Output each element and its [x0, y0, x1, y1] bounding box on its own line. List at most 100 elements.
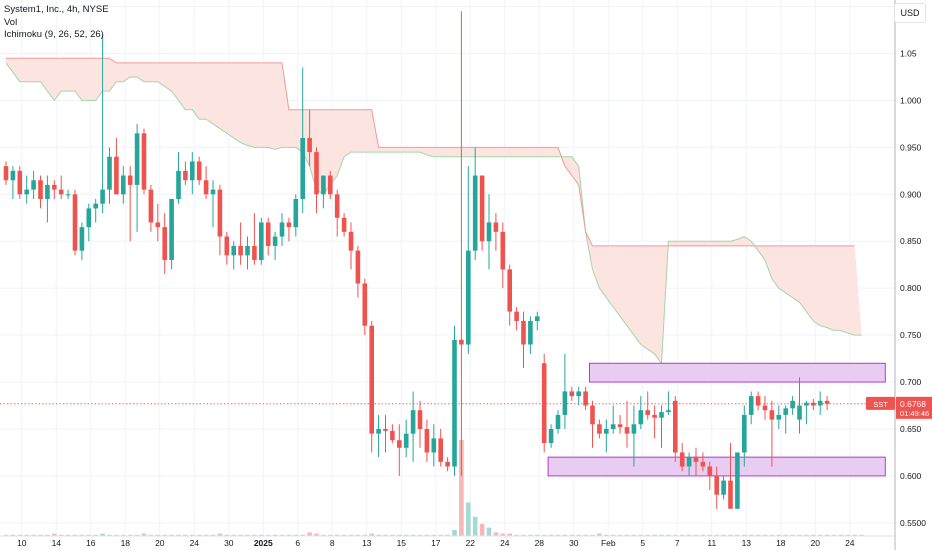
candle-body[interactable] [362, 283, 368, 326]
candle-body[interactable] [355, 250, 361, 284]
candle-body[interactable] [107, 156, 112, 190]
candle-body[interactable] [686, 457, 692, 467]
candle-body[interactable] [397, 440, 402, 448]
candle-body[interactable] [307, 137, 312, 153]
candle-body[interactable] [748, 396, 754, 415]
candle-body[interactable] [224, 236, 230, 256]
candle-body[interactable] [65, 194, 71, 196]
candle-body[interactable] [134, 133, 140, 185]
candle-body[interactable] [452, 339, 457, 467]
candle-body[interactable] [583, 391, 588, 406]
candle-body[interactable] [762, 405, 768, 411]
candle-body[interactable] [562, 391, 568, 415]
candle-body[interactable] [597, 424, 602, 434]
candle-body[interactable] [817, 400, 823, 406]
candle-body[interactable] [321, 175, 326, 195]
candle-body[interactable] [445, 461, 450, 467]
candle-body[interactable] [217, 189, 223, 237]
candle-body[interactable] [100, 189, 105, 204]
candle-body[interactable] [472, 175, 478, 251]
candle-body[interactable] [410, 410, 416, 434]
candle-body[interactable] [127, 175, 133, 185]
candle-body[interactable] [52, 184, 57, 190]
candle-body[interactable] [500, 231, 506, 270]
candle-body[interactable] [190, 161, 195, 181]
candle-body[interactable] [493, 222, 499, 232]
candle-body[interactable] [58, 189, 64, 195]
candle-body[interactable] [210, 189, 216, 195]
candle-body[interactable] [541, 363, 547, 444]
candle-body[interactable] [742, 414, 747, 453]
candle-body[interactable] [328, 175, 333, 195]
candle-body[interactable] [645, 410, 650, 415]
candle-body[interactable] [631, 424, 637, 434]
candle-body[interactable] [735, 452, 740, 509]
candle-body[interactable] [403, 433, 409, 448]
candle-body[interactable] [348, 231, 354, 251]
candle-body[interactable] [169, 199, 174, 261]
candle-body[interactable] [466, 250, 471, 345]
candle-body[interactable] [203, 180, 209, 195]
candle-body[interactable] [383, 428, 388, 431]
candle-body[interactable] [790, 400, 795, 409]
candle-body[interactable] [369, 325, 374, 434]
candle-body[interactable] [79, 227, 85, 251]
candle-body[interactable] [334, 194, 340, 218]
candle-body[interactable] [31, 180, 36, 190]
candle-body[interactable] [265, 222, 271, 246]
currency-selector[interactable]: USD [894, 3, 926, 23]
candle-body[interactable] [721, 480, 726, 495]
candle-body[interactable] [486, 222, 492, 242]
candle-body[interactable] [548, 428, 554, 444]
candle-body[interactable] [514, 311, 519, 322]
candle-body[interactable] [196, 161, 202, 181]
candle-body[interactable] [286, 222, 292, 228]
candle-body[interactable] [376, 428, 381, 434]
candle-body[interactable] [162, 227, 167, 261]
candle-body[interactable] [555, 414, 561, 429]
candle-body[interactable] [679, 452, 685, 467]
candle-body[interactable] [769, 410, 775, 420]
candle-body[interactable] [673, 400, 678, 453]
candle-body[interactable] [176, 170, 181, 200]
candle-body[interactable] [148, 189, 154, 223]
candle-body[interactable] [238, 245, 243, 256]
candle-body[interactable] [259, 222, 264, 261]
candle-body[interactable] [314, 152, 319, 195]
candle-body[interactable] [604, 428, 609, 434]
candle-body[interactable] [624, 427, 630, 434]
candle-body[interactable] [155, 222, 161, 228]
candle-body[interactable] [652, 414, 657, 418]
supply-demand-zone[interactable] [589, 362, 886, 383]
candle-body[interactable] [141, 133, 147, 190]
candle-body[interactable] [617, 424, 623, 428]
candle-body[interactable] [659, 412, 664, 418]
candle-body[interactable] [576, 391, 581, 397]
candle-body[interactable] [3, 166, 9, 181]
candle-body[interactable] [72, 194, 78, 251]
candle-body[interactable] [300, 137, 305, 200]
candle-body[interactable] [755, 396, 761, 406]
candle-body[interactable] [528, 321, 533, 345]
candle-body[interactable] [728, 480, 733, 509]
candle-body[interactable] [245, 245, 250, 256]
candle-body[interactable] [17, 170, 23, 195]
candle-body[interactable] [714, 475, 719, 495]
candle-body[interactable] [252, 245, 257, 261]
candle-body[interactable] [10, 170, 16, 181]
candle-body[interactable] [693, 457, 699, 462]
candle-body[interactable] [114, 156, 119, 195]
candle-body[interactable] [521, 321, 526, 345]
candle-body[interactable] [86, 208, 92, 228]
candle-body[interactable] [24, 189, 29, 195]
candle-body[interactable] [638, 410, 644, 425]
candle-body[interactable] [279, 222, 285, 237]
candle-body[interactable] [776, 414, 782, 420]
candle-body[interactable] [293, 199, 299, 228]
candle-body[interactable] [459, 339, 464, 345]
candle-body[interactable] [38, 180, 43, 200]
candle-body[interactable] [438, 438, 443, 462]
candle-body[interactable] [45, 184, 50, 200]
candle-body[interactable] [700, 461, 706, 467]
